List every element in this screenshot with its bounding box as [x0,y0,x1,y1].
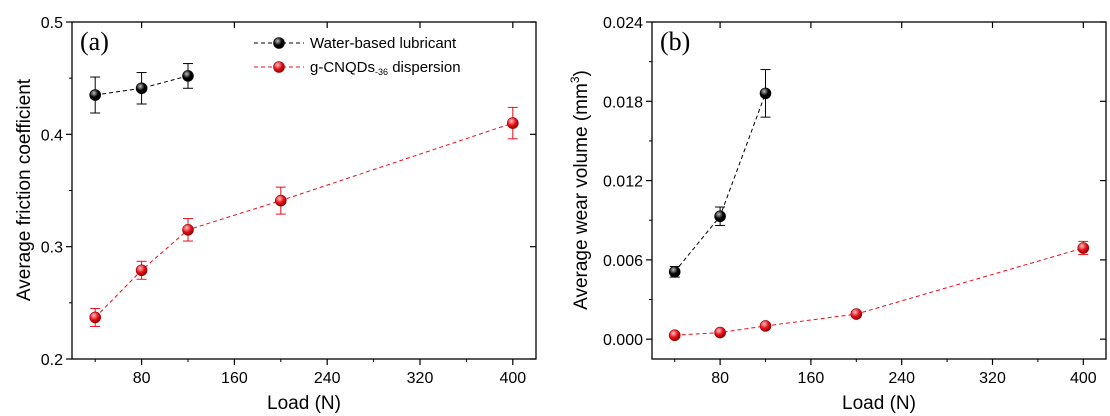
series-line [674,247,1084,336]
x-axis-label: Load (N) [267,393,341,414]
data-point [850,308,863,320]
x-tick-label: 400 [499,370,526,387]
chart-panel-b: 80 160 240 320 400 0.000 0.006 0.012 0.018 0.024 L… [568,15,1107,414]
x-tick-label: 240 [314,370,341,387]
data-point [135,264,148,277]
data-point [135,82,148,95]
legend-label-end: dispersion [388,59,461,76]
legend-marker [273,61,285,73]
y-tick-label: 0.4 [41,127,63,144]
legend-label-subscript: -36 [375,67,388,77]
plot-frame [651,21,1107,360]
y-tick-label: 0.018 [603,94,643,111]
legend-label-main: g-CNQDs [310,59,375,76]
series-water-based [668,69,772,278]
panel-label: (b) [660,27,690,56]
x-tick-label: 160 [798,370,825,387]
data-point [182,70,194,82]
y-axis-label-end: ) [571,70,592,76]
data-point [668,329,681,342]
y-tick-label: 0.2 [41,352,63,369]
x-axis-label: Load (N) [842,393,916,414]
y-axis-label-superscript: 3 [568,76,582,83]
y-tick-label: 0.012 [603,174,643,191]
series-line [94,122,513,318]
y-tick-label: 0.3 [41,240,63,257]
data-point [506,117,519,129]
data-point [668,265,681,278]
x-tick-label: 240 [888,370,915,387]
y-tick-label: 0.000 [603,332,643,349]
y-axis-label: Average wear volume (mm3) [568,70,592,310]
data-point [714,326,726,339]
series-line [95,75,189,96]
series-water-based [89,63,194,114]
x-tick-label: 160 [221,370,248,387]
data-point [1077,242,1090,254]
series-g-cnqds [668,240,1090,342]
legend-label: g-CNQDs-36 dispersion [310,59,461,77]
legend: Water-based lubricant g-CNQDs-36 dispersi… [254,35,461,77]
legend-label-main: Water-based lubricant [310,35,457,52]
data-point [759,320,772,332]
y-tick-label: 0.5 [41,15,63,32]
data-point [714,210,726,223]
y-tick-label: 0.024 [603,15,643,32]
data-point [759,87,772,100]
data-point [89,311,101,324]
chart-panel-a: 80 160 240 320 400 0.2 0.3 0.4 0.5 Load (N) Averag… [14,15,537,414]
series-g-cnqds [89,106,519,327]
panel-label: (a) [80,27,109,56]
x-tick-label: 320 [979,370,1006,387]
x-tick-label: 320 [407,370,434,387]
data-point [182,224,194,236]
x-tick-label: 80 [133,370,151,387]
x-tick-label: 80 [711,370,729,387]
y-tick-label: 0.006 [603,253,643,270]
y-axis-label: Average friction coefficient [14,78,35,301]
legend-marker [273,37,285,49]
data-point [274,194,287,207]
data-point [89,89,101,101]
legend-label: Water-based lubricant [310,35,457,52]
y-axis-label-text: Average wear volume (mm [571,83,592,310]
series-line [674,93,766,273]
x-tick-label: 400 [1070,370,1097,387]
